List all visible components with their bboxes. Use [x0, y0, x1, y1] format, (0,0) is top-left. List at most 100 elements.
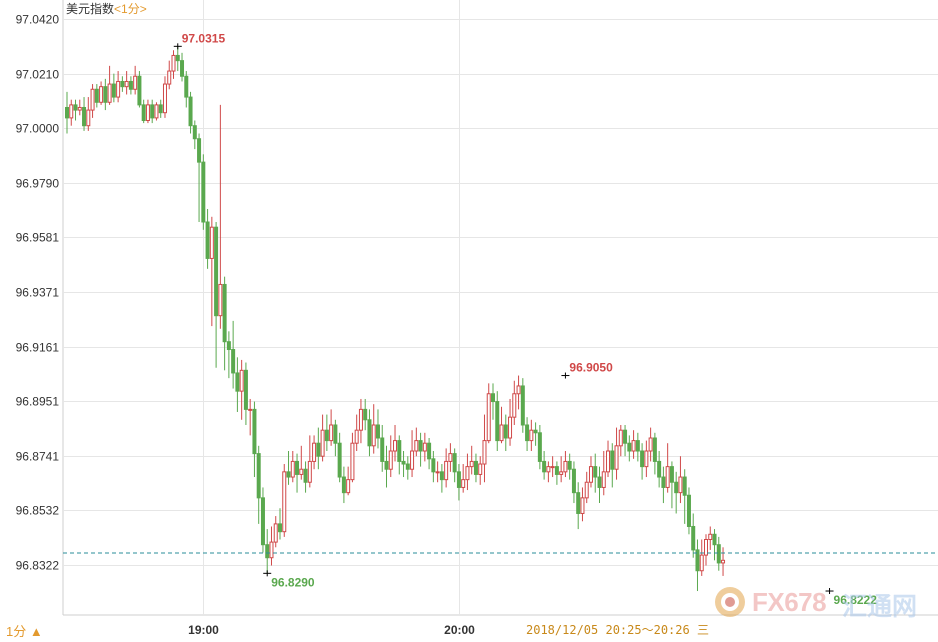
candle-body — [571, 468, 576, 494]
candle-body — [520, 385, 525, 426]
candle-body — [282, 471, 287, 533]
candle-body — [431, 458, 436, 473]
candle-body — [567, 460, 572, 470]
x-axis: 19:00 20:00 — [188, 623, 475, 637]
candle-body — [486, 393, 491, 442]
watermark-text: FX678 — [752, 587, 827, 617]
candle-body — [367, 419, 372, 447]
period-label[interactable]: <1分> — [114, 2, 147, 16]
candle-body — [491, 393, 495, 403]
candle-body — [260, 497, 265, 546]
candle-body — [350, 442, 355, 481]
period-toggle-button[interactable]: 1分 ▲ — [6, 624, 43, 639]
candle-body — [226, 341, 231, 351]
candle-body — [205, 221, 210, 259]
candle-body — [606, 450, 611, 473]
candle-body — [209, 226, 214, 259]
candle-body — [444, 460, 449, 481]
candle-body — [542, 460, 547, 473]
candle-body — [631, 440, 636, 452]
y-tick-label: 97.0000 — [16, 122, 60, 136]
candle-body — [269, 541, 274, 559]
candle-body — [307, 460, 312, 483]
candle-body — [580, 497, 585, 514]
candle-body — [405, 463, 410, 470]
candle-body — [584, 481, 589, 499]
candle-body — [299, 468, 304, 475]
high-label: 97.0315 — [182, 31, 226, 45]
candle-body — [614, 445, 619, 470]
high-label: 96.9050 — [569, 361, 613, 375]
candle-body — [69, 104, 74, 119]
candle-body — [333, 424, 338, 444]
candle-body — [94, 88, 99, 103]
candle-body — [243, 369, 248, 410]
candle-body — [375, 424, 380, 439]
candle-body — [623, 429, 628, 444]
candle-body — [635, 440, 640, 452]
candle-body — [120, 80, 125, 88]
candle-body — [537, 432, 542, 462]
y-tick-label: 96.8322 — [16, 559, 60, 573]
candle-body — [618, 429, 623, 447]
candle-body — [610, 450, 615, 470]
candle-body — [303, 468, 308, 483]
candle-body — [473, 460, 478, 475]
candle-body — [171, 54, 176, 72]
candle-body — [529, 429, 534, 442]
candle-body — [576, 492, 581, 514]
candle-body — [214, 226, 219, 317]
y-tick-label: 96.9790 — [16, 177, 60, 191]
candle-body — [601, 471, 606, 488]
candle-body — [388, 450, 393, 470]
candle-body — [414, 440, 419, 452]
y-tick-label: 97.0420 — [16, 13, 60, 27]
candle-body — [533, 429, 538, 434]
candle-body — [550, 466, 555, 469]
candle-body — [525, 424, 530, 442]
candle-body — [495, 401, 500, 442]
candle-body — [239, 369, 244, 392]
candle-body — [665, 466, 670, 488]
candle-body — [678, 476, 683, 494]
candle-body — [554, 466, 559, 475]
candle-body — [354, 429, 359, 444]
low-label: 96.8222 — [834, 593, 878, 607]
candle-body — [116, 80, 121, 98]
candle-body — [324, 429, 329, 442]
candle-body — [401, 460, 406, 465]
candle-body — [686, 494, 691, 527]
candle-body — [73, 104, 78, 111]
candle-body — [422, 442, 427, 452]
candle-body — [320, 429, 325, 457]
candle-body — [695, 549, 700, 572]
y-tick-label: 96.8741 — [16, 450, 60, 464]
y-axis: 97.0420 97.0210 97.0000 96.9790 96.9581 96.93… — [16, 13, 60, 573]
candle-body — [218, 283, 223, 317]
candle-body — [482, 440, 487, 465]
y-tick-label: 97.0210 — [16, 68, 60, 82]
candle-body — [184, 75, 189, 98]
candle-body — [397, 440, 402, 462]
candle-body — [248, 408, 253, 411]
candle-body — [452, 453, 457, 473]
candle-body — [448, 453, 453, 462]
candle-body — [371, 424, 376, 447]
candle-body — [588, 466, 593, 483]
fx678-logo-icon — [715, 587, 745, 617]
candle-body — [503, 424, 508, 439]
candle-body — [145, 104, 150, 121]
candle-body — [128, 80, 133, 90]
candle-body — [252, 408, 257, 455]
candle-body — [295, 460, 300, 475]
candle-body — [499, 424, 504, 442]
candle-body — [661, 476, 666, 488]
time-range-label: 2018/12/05 20:25～20:26 三 — [526, 623, 709, 637]
y-tick-label: 96.9371 — [16, 286, 60, 300]
low-label: 96.8290 — [271, 575, 315, 589]
candle-body — [235, 372, 240, 392]
candle-body — [674, 481, 679, 494]
y-tick-label: 96.9581 — [16, 231, 60, 245]
